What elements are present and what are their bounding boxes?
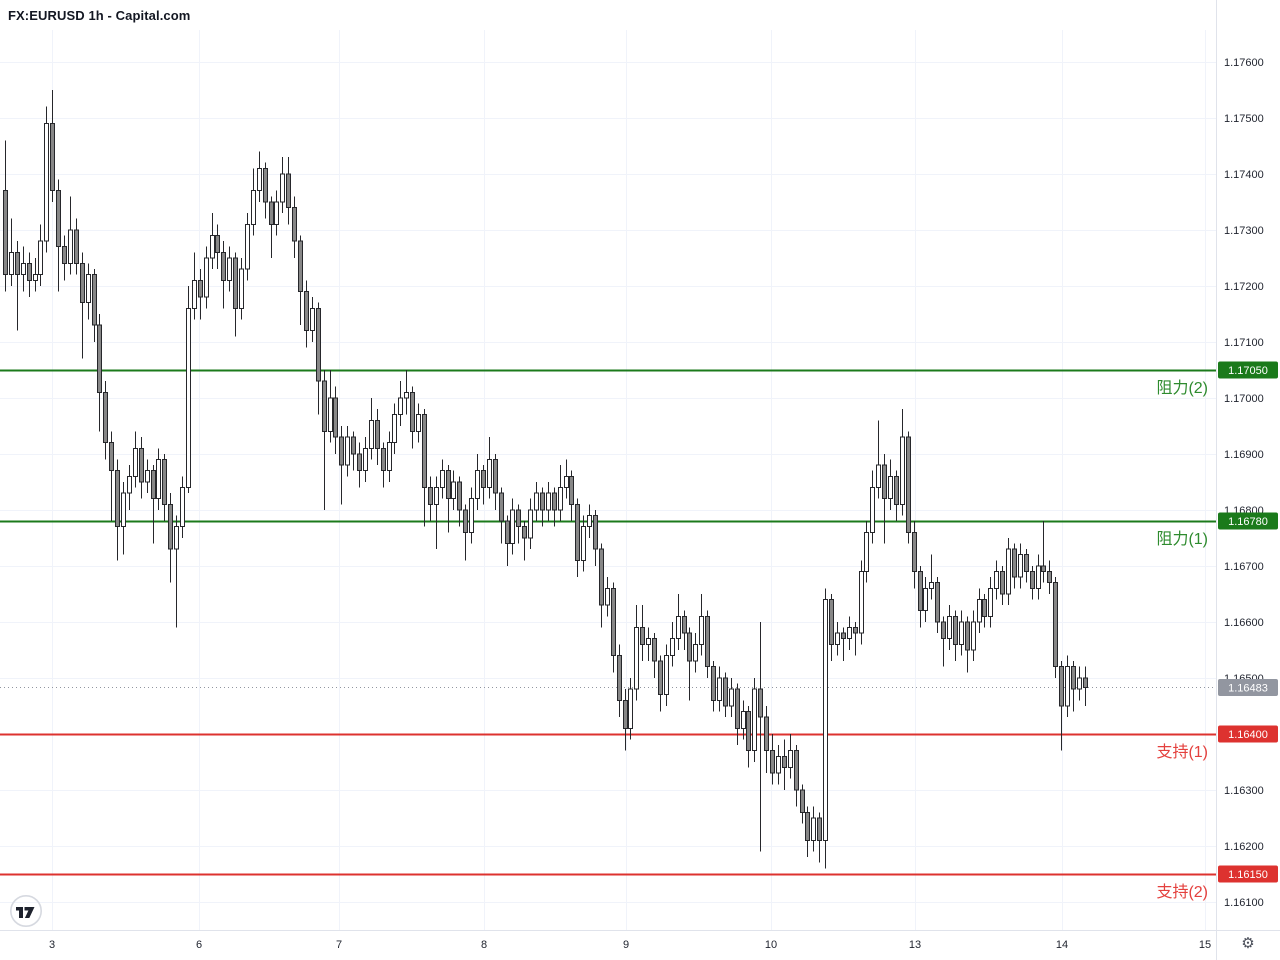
svg-text:6: 6 <box>196 939 202 951</box>
svg-text:1.17300: 1.17300 <box>1224 225 1264 237</box>
symbol-title: FX:EURUSD 1h - Capital.com <box>8 8 191 23</box>
resistance-1-label: 阻力(1) <box>1156 530 1208 548</box>
svg-text:1.16780: 1.16780 <box>1228 516 1268 528</box>
svg-text:1.16100: 1.16100 <box>1224 897 1264 909</box>
resistance-2-label: 阻力(2) <box>1156 379 1208 397</box>
svg-text:1.17600: 1.17600 <box>1224 57 1264 69</box>
support-2-label: 支持(2) <box>1156 883 1208 901</box>
svg-text:1.17200: 1.17200 <box>1224 281 1264 293</box>
svg-text:3: 3 <box>49 939 55 951</box>
svg-text:10: 10 <box>765 939 777 951</box>
tradingview-logo-icon <box>10 895 42 927</box>
support-1-label: 支持(1) <box>1156 743 1208 761</box>
resistance-1-price-badge: 1.16780 <box>1218 512 1278 530</box>
support-2-price-badge: 1.16150 <box>1218 865 1278 883</box>
time-axis[interactable]: 3 6 7 8 9 10 13 14 15 <box>49 939 1211 951</box>
tradingview-logo[interactable] <box>9 894 43 928</box>
svg-text:1.16600: 1.16600 <box>1224 617 1264 629</box>
svg-text:15: 15 <box>1199 939 1211 951</box>
svg-text:1.16483: 1.16483 <box>1228 683 1268 695</box>
svg-text:1.16300: 1.16300 <box>1224 785 1264 797</box>
svg-text:1.16900: 1.16900 <box>1224 449 1264 461</box>
gear-icon: ⚙ <box>1241 935 1255 952</box>
svg-text:1.17400: 1.17400 <box>1224 169 1264 181</box>
svg-text:14: 14 <box>1056 939 1068 951</box>
svg-text:7: 7 <box>336 939 342 951</box>
svg-text:1.17000: 1.17000 <box>1224 393 1264 405</box>
svg-text:1.17500: 1.17500 <box>1224 113 1264 125</box>
svg-text:1.17050: 1.17050 <box>1228 365 1268 377</box>
settings-button[interactable]: ⚙ <box>1236 933 1260 955</box>
svg-text:1.16400: 1.16400 <box>1228 729 1268 741</box>
svg-text:8: 8 <box>481 939 487 951</box>
svg-text:1.16150: 1.16150 <box>1228 869 1268 881</box>
candles-layer[interactable] <box>3 89 1088 869</box>
svg-text:9: 9 <box>623 939 629 951</box>
price-axis[interactable]: 1.17600 1.17500 1.17400 1.17300 1.17200 1.171… <box>1224 57 1264 909</box>
svg-text:1.17100: 1.17100 <box>1224 337 1264 349</box>
resistance-2-price-badge: 1.17050 <box>1218 361 1278 379</box>
svg-text:1.16700: 1.16700 <box>1224 561 1264 573</box>
last-price-badge: 1.16483 <box>1218 679 1278 696</box>
svg-text:13: 13 <box>909 939 921 951</box>
svg-text:1.16200: 1.16200 <box>1224 841 1264 853</box>
support-1-price-badge: 1.16400 <box>1218 725 1278 743</box>
